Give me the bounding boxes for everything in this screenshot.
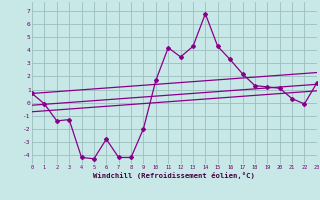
X-axis label: Windchill (Refroidissement éolien,°C): Windchill (Refroidissement éolien,°C) [93, 172, 255, 179]
